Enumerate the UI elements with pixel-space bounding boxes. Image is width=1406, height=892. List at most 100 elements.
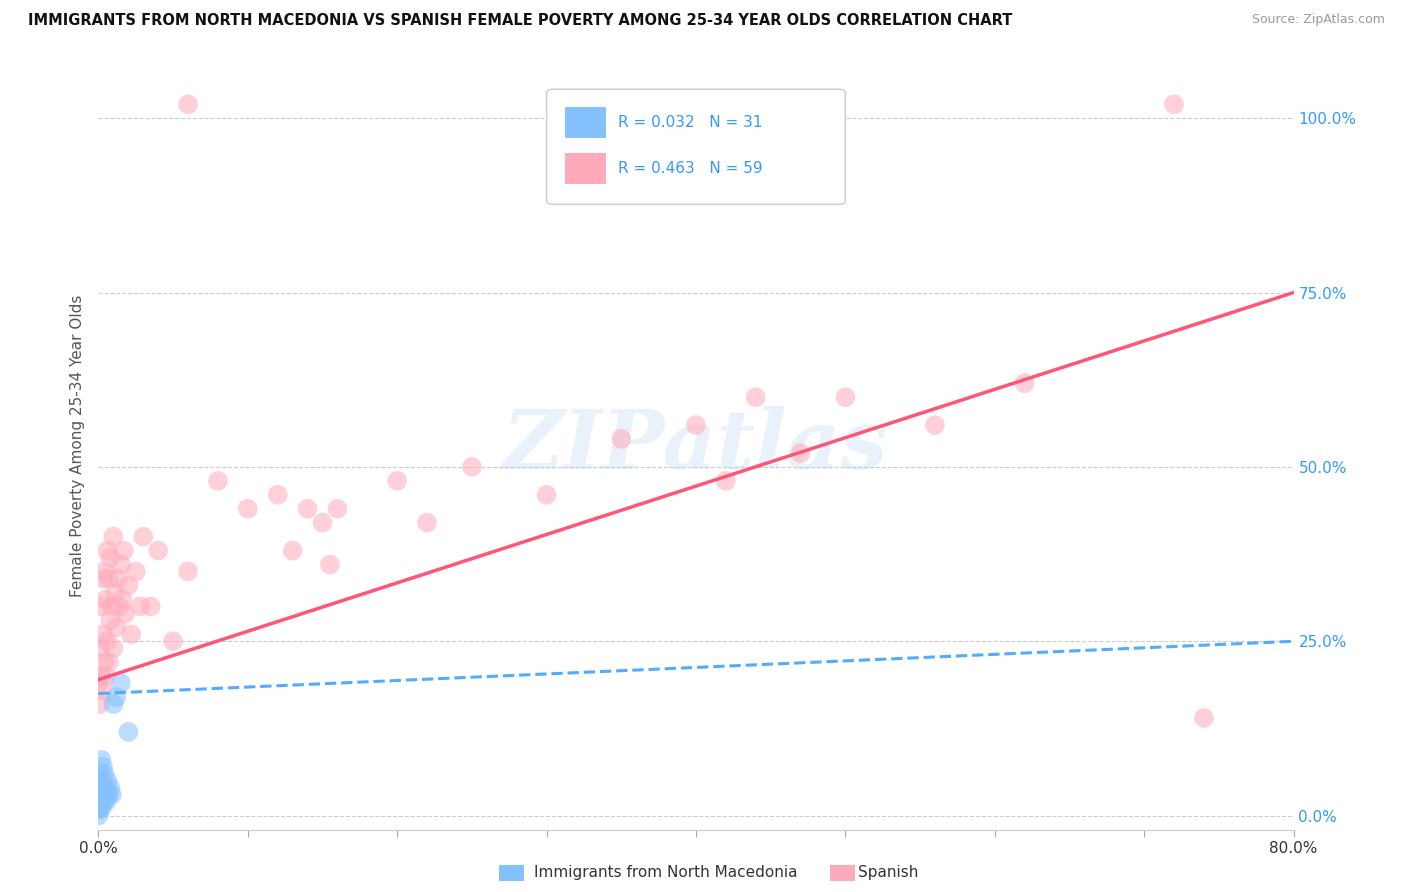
Point [96,634,118,648]
Point [117,725,139,739]
Point [93,795,115,809]
Point [89,802,111,816]
Point [97,572,120,586]
Point [87,808,110,822]
Text: IMMIGRANTS FROM NORTH MACEDONIA VS SPANISH FEMALE POVERTY AMONG 25-34 YEAR OLDS : IMMIGRANTS FROM NORTH MACEDONIA VS SPANI… [28,13,1012,29]
Point [90,669,112,683]
Point [117,578,139,592]
Point [297,501,319,516]
Point [96,543,118,558]
Point [834,390,856,404]
Text: ZIPatlas: ZIPatlas [503,406,889,486]
Point [94,780,117,795]
Bar [565,153,606,184]
Point [105,620,128,634]
Text: Spanish: Spanish [858,865,918,880]
Point [87,676,110,690]
Point [132,530,155,544]
Text: R = 0.032   N = 31: R = 0.032 N = 31 [619,115,763,129]
Point [148,543,170,558]
Point [924,418,946,433]
Point [162,634,184,648]
Point [177,565,200,579]
Point [129,599,152,614]
Point [281,543,304,558]
Point [267,488,290,502]
Point [105,690,128,704]
Point [89,766,111,780]
Point [96,788,118,802]
Text: Immigrants from North Macedonia: Immigrants from North Macedonia [534,865,797,880]
Point [461,459,484,474]
Point [91,760,114,774]
Point [91,627,114,641]
Point [101,788,124,802]
Y-axis label: Female Poverty Among 25-34 Year Olds: Female Poverty Among 25-34 Year Olds [69,295,84,597]
Point [103,697,125,711]
Point [94,592,117,607]
Point [97,655,120,669]
Point [110,676,132,690]
Point [125,565,148,579]
Point [103,530,125,544]
Point [96,773,118,788]
Point [111,592,134,607]
Point [91,788,114,802]
Point [745,390,768,404]
Point [103,641,125,656]
Text: R = 0.463   N = 59: R = 0.463 N = 59 [619,161,763,176]
Point [87,802,110,816]
Point [536,488,558,502]
Point [94,669,117,683]
Point [98,613,122,627]
Text: Source: ZipAtlas.com: Source: ZipAtlas.com [1251,13,1385,27]
Point [139,599,162,614]
Point [91,795,114,809]
Point [93,565,115,579]
Point [90,802,112,816]
Point [311,516,333,530]
Point [90,753,112,767]
Point [114,607,136,621]
Point [120,627,142,641]
Point [94,795,117,809]
Point [714,474,737,488]
Point [93,655,115,669]
Point [385,474,409,488]
Point [104,585,127,599]
Point [319,558,342,572]
Point [89,641,111,656]
Point [90,599,112,614]
Point [1163,97,1185,112]
Point [326,501,349,516]
Point [107,572,129,586]
Point [1014,376,1036,391]
Point [685,418,707,433]
Point [112,543,135,558]
FancyBboxPatch shape [547,89,845,204]
Point [416,516,439,530]
Point [207,474,229,488]
Point [101,599,124,614]
Point [91,572,114,586]
Point [87,788,110,802]
Point [87,773,110,788]
Bar [565,107,606,137]
Point [91,780,114,795]
Point [89,697,111,711]
Point [91,683,114,698]
Point [789,446,811,460]
Point [108,599,131,614]
Point [98,780,122,795]
Point [89,795,111,809]
Point [236,501,259,516]
Point [93,766,115,780]
Point [89,780,111,795]
Point [98,550,122,565]
Point [93,780,115,795]
Point [177,97,200,112]
Point [90,788,112,802]
Point [97,788,120,802]
Point [90,773,112,788]
Point [87,795,110,809]
